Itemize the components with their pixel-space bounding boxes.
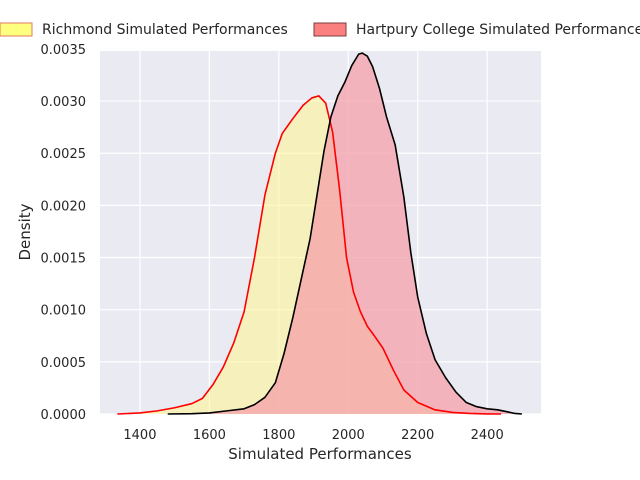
y-axis-label: Density xyxy=(16,203,34,260)
x-tick-label: 2200 xyxy=(401,428,434,443)
density-line-series-0 xyxy=(117,95,502,415)
y-tick-label: 0.0015 xyxy=(41,252,87,267)
x-tick-label: 2400 xyxy=(471,428,504,443)
legend: Richmond Simulated Performances Hartpury… xyxy=(0,22,640,38)
y-tick-label: 0.0030 xyxy=(41,95,87,110)
y-tick-label: 0.0020 xyxy=(41,199,87,214)
y-tick-label: 0.0000 xyxy=(41,408,87,423)
legend-swatch-hartpury xyxy=(313,22,347,37)
x-tick-labels: 1400 1600 1800 2000 2200 2400 xyxy=(123,428,503,443)
y-tick-label: 0.0005 xyxy=(41,356,87,371)
y-tick-labels: 0.0000 0.0005 0.0010 0.0015 0.0020 0.0025 0.00… xyxy=(41,43,87,423)
y-tick-label: 0.0025 xyxy=(41,147,87,162)
x-tick-label: 1400 xyxy=(123,428,156,443)
legend-label-richmond: Richmond Simulated Performances xyxy=(42,22,288,38)
x-axis-label: Simulated Performances xyxy=(228,445,412,463)
y-tick-label: 0.0035 xyxy=(41,43,87,58)
density-line-series-1 xyxy=(167,52,522,415)
y-tick-label: 0.0010 xyxy=(41,304,87,319)
legend-swatch-richmond xyxy=(0,22,33,37)
x-tick-label: 2000 xyxy=(332,428,365,443)
density-curves xyxy=(117,52,522,415)
legend-label-hartpury: Hartpury College Simulated Performances xyxy=(356,22,640,38)
x-tick-label: 1800 xyxy=(262,428,295,443)
x-tick-label: 1600 xyxy=(193,428,226,443)
